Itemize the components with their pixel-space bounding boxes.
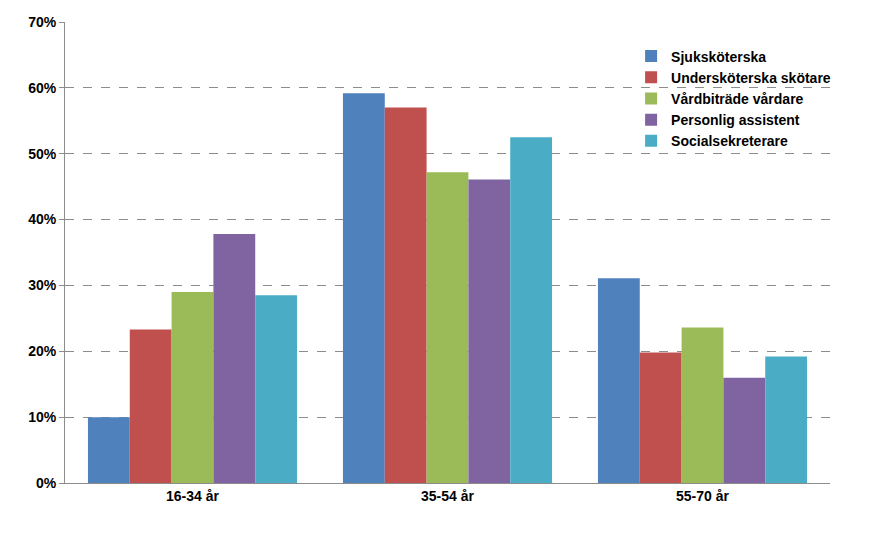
svg-text:30%: 30%: [28, 277, 57, 293]
svg-text:55-70 år: 55-70 år: [676, 488, 729, 504]
svg-text:Sjuksköterska: Sjuksköterska: [671, 49, 766, 65]
svg-text:0%: 0%: [36, 475, 57, 491]
svg-text:10%: 10%: [28, 409, 57, 425]
svg-text:60%: 60%: [28, 80, 57, 96]
svg-text:16-34 år: 16-34 år: [166, 488, 219, 504]
svg-text:20%: 20%: [28, 343, 57, 359]
svg-text:50%: 50%: [28, 146, 57, 162]
svg-text:35-54 år: 35-54 år: [421, 488, 474, 504]
svg-text:70%: 70%: [28, 14, 57, 30]
svg-text:Socialsekreterare: Socialsekreterare: [671, 133, 788, 149]
svg-text:Vårdbiträde vårdare: Vårdbiträde vårdare: [671, 91, 803, 107]
svg-text:Personlig assistent: Personlig assistent: [671, 112, 800, 128]
svg-text:Undersköterska skötare: Undersköterska skötare: [671, 70, 831, 86]
svg-text:40%: 40%: [28, 211, 57, 227]
